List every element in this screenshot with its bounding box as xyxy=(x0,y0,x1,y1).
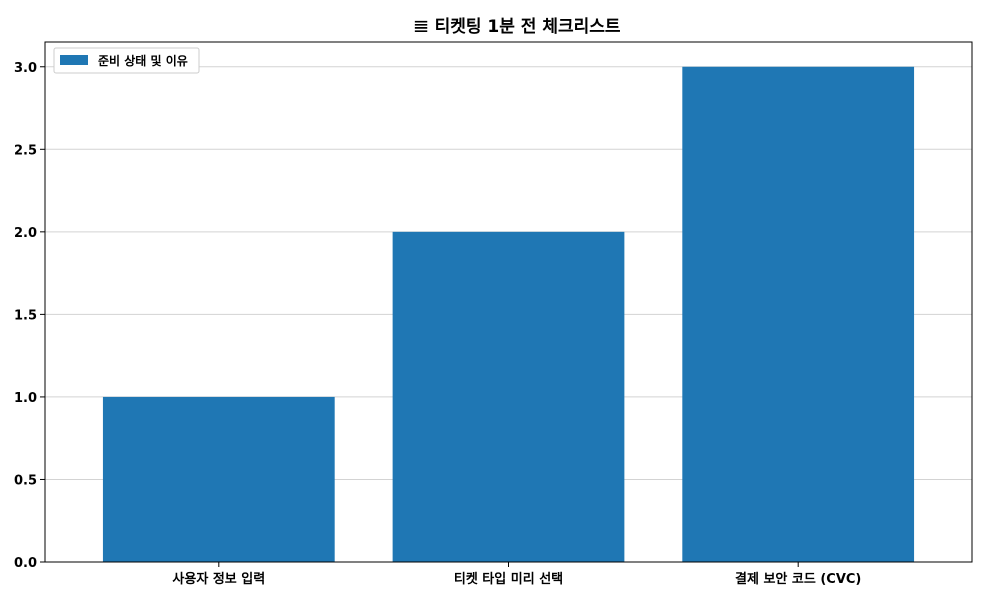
x-tick-label: 사용자 정보 입력 xyxy=(172,571,265,587)
legend: 준비 상태 및 이유 xyxy=(53,47,200,74)
bar xyxy=(392,231,625,563)
chart-title: 𝌆 티켓팅 1분 전 체크리스트 xyxy=(413,17,621,37)
y-tick-label: 1.0 xyxy=(14,391,37,406)
bar xyxy=(102,396,335,562)
y-tick-label: 2.5 xyxy=(14,143,37,158)
x-tick-label: 티켓 타입 미리 선택 xyxy=(454,571,563,587)
bars xyxy=(102,66,915,563)
y-tick-label: 3.0 xyxy=(14,61,37,76)
legend-box xyxy=(53,47,200,74)
y-tick-label: 1.5 xyxy=(14,308,37,323)
y-axis-ticks: 0.0 0.5 1.0 1.5 2.0 2.5 3.0 xyxy=(14,61,45,571)
y-tick-label: 0.0 xyxy=(14,556,37,571)
x-tick-label: 결제 보안 코드 (CVC) xyxy=(735,571,861,587)
y-tick-label: 2.0 xyxy=(14,226,37,241)
y-tick-label: 0.5 xyxy=(14,473,37,488)
legend-label: 준비 상태 및 이유 xyxy=(98,53,188,68)
legend-swatch xyxy=(60,55,88,65)
bar xyxy=(682,66,915,562)
x-axis-ticks: 사용자 정보 입력 티켓 타입 미리 선택 결제 보안 코드 (CVC) xyxy=(172,562,861,587)
